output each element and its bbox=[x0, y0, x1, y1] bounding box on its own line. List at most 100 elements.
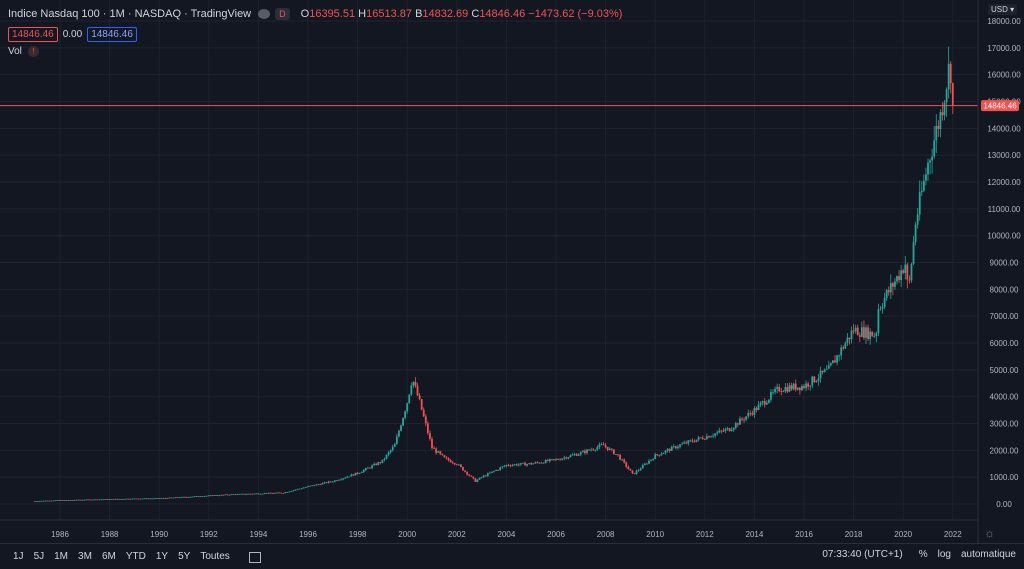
candle-body bbox=[147, 498, 150, 500]
period-button-1j[interactable]: 1J bbox=[13, 551, 24, 562]
candle-body bbox=[898, 276, 900, 281]
candle-body bbox=[854, 327, 857, 332]
time-tick-label: 1994 bbox=[250, 530, 268, 539]
candle-body bbox=[856, 327, 859, 336]
candle-body bbox=[939, 112, 942, 129]
auto-toggle[interactable]: automatique bbox=[960, 549, 1016, 560]
candle-body bbox=[75, 499, 78, 501]
candle-body bbox=[172, 497, 175, 499]
candle-body bbox=[497, 469, 500, 471]
log-toggle[interactable]: log bbox=[937, 549, 951, 560]
symbol-title[interactable]: Indice Nasdaq 100 · 1M · NASDAQ · Tradin… bbox=[8, 8, 252, 20]
candle-body bbox=[253, 493, 256, 495]
period-button-ytd[interactable]: YTD bbox=[125, 551, 146, 562]
settings-gear-icon[interactable]: ☼ bbox=[984, 526, 995, 540]
time-tick-label: 2020 bbox=[894, 530, 912, 539]
candle-body bbox=[331, 481, 334, 483]
candle-body bbox=[360, 472, 363, 473]
candle-body bbox=[546, 460, 549, 462]
period-button-1m[interactable]: 1M bbox=[54, 551, 69, 562]
candle-body bbox=[486, 473, 489, 476]
candle-body bbox=[451, 462, 454, 464]
candle-body bbox=[73, 499, 76, 501]
candle-body bbox=[935, 125, 938, 141]
candle-body bbox=[747, 413, 750, 417]
candle-body bbox=[131, 498, 134, 500]
candle-body bbox=[951, 83, 954, 106]
candle-body bbox=[679, 444, 681, 447]
candle-body bbox=[664, 450, 667, 453]
candle-body bbox=[83, 499, 86, 501]
period-button-1y[interactable]: 1Y bbox=[155, 551, 169, 562]
bottom-toolbar: 1J 5J 1M 3M 6M YTD 1Y 5Y Toutes 07:33:40 (UTC+1)… bbox=[0, 543, 1024, 569]
candle-body bbox=[912, 241, 915, 264]
candle-body bbox=[660, 453, 663, 456]
candle-body bbox=[356, 472, 359, 474]
candle-body bbox=[156, 498, 159, 499]
chart-legend: Indice Nasdaq 100 · 1M · NASDAQ · Tradin… bbox=[8, 6, 622, 57]
candle-body bbox=[224, 494, 227, 496]
candle-body bbox=[104, 499, 107, 500]
calendar-icon[interactable] bbox=[248, 552, 261, 563]
close-value: 14846.46 bbox=[479, 8, 526, 20]
candle-body bbox=[143, 498, 146, 500]
candle-body bbox=[666, 449, 669, 451]
candle-body bbox=[776, 386, 779, 389]
candle-body bbox=[276, 492, 278, 494]
period-button-toutes[interactable]: Toutes bbox=[200, 551, 230, 562]
candle-body bbox=[555, 459, 557, 460]
candle-body bbox=[462, 466, 464, 471]
candle-body bbox=[263, 493, 266, 495]
low-value: 14832.69 bbox=[422, 8, 469, 20]
buy-price-box[interactable]: 14846.46 bbox=[87, 26, 137, 42]
candle-body bbox=[712, 435, 714, 437]
candle-body bbox=[71, 499, 74, 501]
candle-body bbox=[745, 416, 748, 420]
candle-body bbox=[385, 454, 388, 459]
candle-body bbox=[705, 436, 708, 440]
candle-body bbox=[557, 459, 559, 460]
candle-body bbox=[344, 477, 347, 479]
candle-body bbox=[34, 501, 37, 502]
candle-body bbox=[412, 381, 415, 386]
candle-body bbox=[439, 451, 442, 454]
candle-body bbox=[174, 497, 177, 499]
warning-icon[interactable]: ! bbox=[27, 46, 39, 57]
clock-display[interactable]: 07:33:40 (UTC+1) bbox=[822, 549, 903, 560]
candle-body bbox=[662, 452, 665, 454]
period-button-5y[interactable]: 5Y bbox=[178, 551, 191, 562]
candle-body bbox=[199, 496, 202, 498]
candle-body bbox=[811, 376, 814, 386]
candle-body bbox=[920, 190, 923, 193]
candle-body bbox=[658, 454, 661, 456]
period-button-3m[interactable]: 3M bbox=[78, 551, 92, 562]
candle-body bbox=[772, 392, 774, 393]
candle-body bbox=[381, 459, 384, 463]
volume-label[interactable]: Vol bbox=[8, 46, 22, 57]
time-tick-label: 2008 bbox=[597, 530, 615, 539]
candle-body bbox=[829, 363, 832, 366]
candle-body bbox=[305, 487, 307, 488]
price-tick-label: 9000.00 bbox=[990, 259, 1019, 268]
candle-body bbox=[406, 403, 409, 412]
candle-body bbox=[858, 335, 861, 337]
sell-price-box[interactable]: 14846.46 bbox=[8, 26, 58, 42]
candle-body bbox=[904, 264, 907, 273]
candle-body bbox=[559, 459, 562, 461]
period-button-5j[interactable]: 5J bbox=[33, 551, 45, 562]
candle-body bbox=[325, 482, 328, 484]
candle-body bbox=[445, 457, 448, 459]
currency-selector[interactable]: USD ▾ bbox=[988, 4, 1018, 15]
candle-body bbox=[245, 494, 247, 495]
candle-body bbox=[553, 459, 555, 460]
period-button-6m[interactable]: 6M bbox=[101, 551, 116, 562]
candle-body bbox=[573, 454, 576, 456]
percent-toggle[interactable]: % bbox=[918, 549, 928, 560]
candle-body bbox=[823, 369, 826, 373]
candle-body bbox=[615, 454, 617, 455]
candle-body bbox=[499, 467, 502, 470]
candle-body bbox=[544, 460, 547, 464]
candle-body bbox=[488, 472, 491, 474]
eye-icon[interactable] bbox=[258, 9, 271, 19]
